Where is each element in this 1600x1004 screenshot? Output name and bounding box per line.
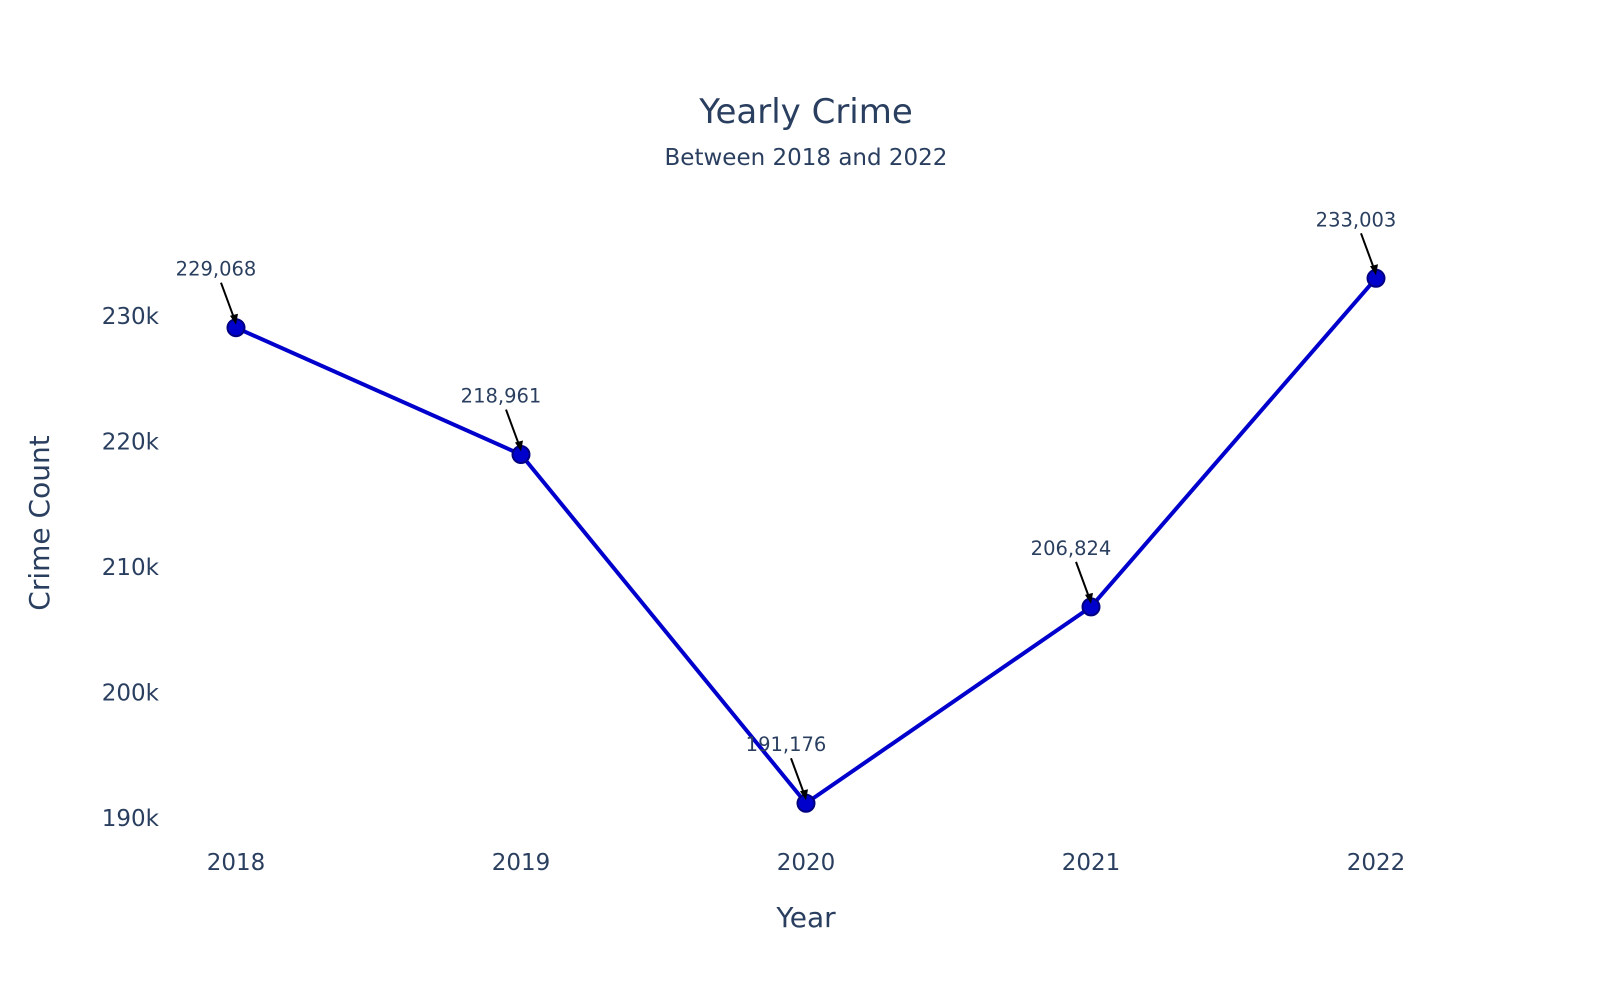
x-axis-title: Year [775,901,836,934]
annotation-arrow [1360,232,1376,272]
y-tick-label: 210k [102,555,160,581]
series-line [235,277,1378,806]
data-label: 233,003 [1316,208,1397,231]
y-tick-label: 230k [102,304,160,330]
y-axis-title: Crime Count [23,435,56,610]
x-axis-ticks: 2018 2019 2020 2021 2022 [207,850,1406,876]
annotation-arrowhead [800,789,808,801]
chart-title: Yearly Crime [698,92,913,132]
annotation-arrow [1075,561,1091,601]
data-label: 229,068 [176,258,257,281]
annotation-arrow [505,409,521,448]
y-tick-label: 190k [102,806,160,832]
annotation-arrow [790,757,806,797]
annotation-layer: 229,068 218,961 191,176 206,824 233,003 [176,208,1397,801]
y-axis-ticks: 190k 200k 210k 220k 230k [102,304,160,832]
annotation-arrowhead [1085,592,1093,604]
x-tick-label: 2018 [207,850,266,876]
annotation-arrowhead [230,313,238,325]
y-tick-label: 200k [102,681,160,707]
data-label: 191,176 [746,733,827,756]
y-tick-label: 220k [102,430,160,456]
annotation-arrow [220,282,236,322]
x-tick-label: 2020 [777,850,836,876]
x-tick-label: 2021 [1062,850,1121,876]
annotation-arrowhead [1370,264,1378,276]
series-layer [226,268,1386,813]
annotation-arrowhead [515,440,523,452]
data-label: 206,824 [1031,537,1112,560]
data-label: 218,961 [461,385,542,408]
chart-subtitle: Between 2018 and 2022 [665,145,948,171]
x-tick-label: 2022 [1347,850,1406,876]
x-tick-label: 2019 [492,850,551,876]
